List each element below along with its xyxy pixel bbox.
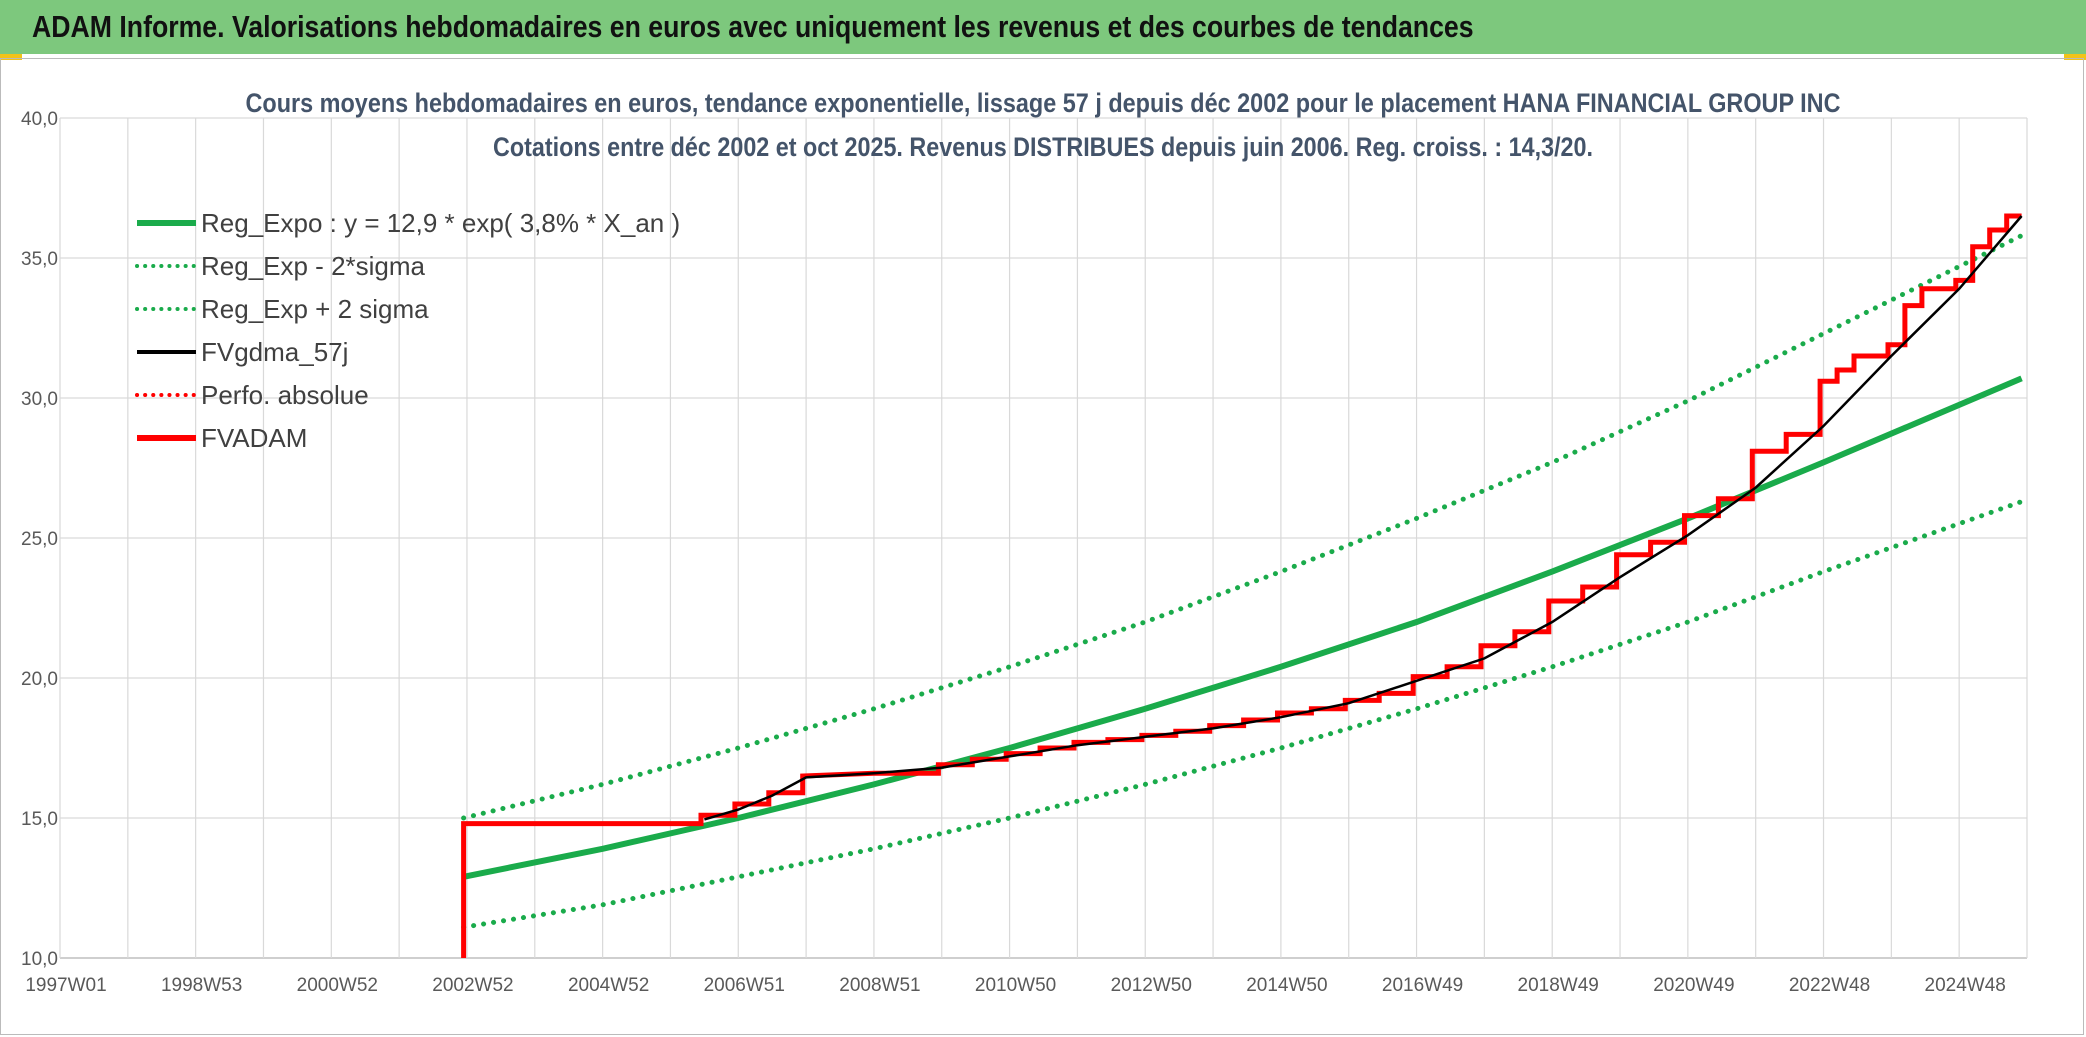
legend-label: FVgdma_57j bbox=[201, 337, 348, 367]
chart-title-line-1: Cours moyens hebdomadaires en euros, ten… bbox=[246, 88, 1841, 118]
x-tick-label: 2006W51 bbox=[704, 975, 785, 996]
x-tick-label: 2000W52 bbox=[297, 975, 378, 996]
x-tick-label: 2022W48 bbox=[1789, 975, 1870, 996]
header-title: ADAM Informe. Valorisations hebdomadaire… bbox=[32, 9, 1474, 44]
legend-label: Perfo. absolue bbox=[201, 380, 369, 410]
x-tick-label: 2012W50 bbox=[1111, 975, 1192, 996]
grid bbox=[59, 117, 2028, 959]
corner-accent-left bbox=[0, 54, 22, 60]
y-tick-label: 15,0 bbox=[21, 809, 58, 830]
x-tick-label: 1997W01 bbox=[25, 975, 106, 996]
y-tick-label: 35,0 bbox=[21, 249, 58, 270]
legend-label: FVADAM bbox=[201, 423, 307, 453]
x-tick-label: 2024W48 bbox=[1925, 975, 2006, 996]
x-tick-label: 2016W49 bbox=[1382, 975, 1463, 996]
series-line-1 bbox=[461, 499, 2025, 930]
x-tick-label: 2018W49 bbox=[1518, 975, 1599, 996]
y-tick-label: 10,0 bbox=[21, 949, 58, 970]
corner-accent-right bbox=[2064, 54, 2086, 60]
legend-label: Reg_Expo : y = 12,9 * exp( 3,8% * X_an ) bbox=[201, 208, 680, 238]
x-tick-label: 2004W52 bbox=[568, 975, 649, 996]
series-layer bbox=[461, 213, 2025, 958]
legend-label: Reg_Exp - 2*sigma bbox=[201, 251, 426, 281]
x-axis: 1997W01 1998W53 2000W52 2002W52 2004W52 2006W… bbox=[25, 975, 2006, 996]
chart-frame bbox=[0, 58, 2084, 1035]
legend: Reg_Expo : y = 12,9 * exp( 3,8% * X_an )… bbox=[135, 208, 680, 453]
series-line-5 bbox=[461, 213, 2022, 958]
series-line-3 bbox=[704, 215, 2023, 821]
chart-title-line-2: Cotations entre déc 2002 et oct 2025. Re… bbox=[493, 132, 1593, 162]
y-tick-label: 30,0 bbox=[21, 389, 58, 410]
x-tick-label: 1998W53 bbox=[161, 975, 242, 996]
series-line-2 bbox=[461, 233, 2025, 821]
x-tick-label: 2008W51 bbox=[839, 975, 920, 996]
y-axis: 10,0 15,0 20,0 25,0 30,0 35,0 40,0 bbox=[21, 109, 58, 970]
legend-label: Reg_Exp + 2 sigma bbox=[201, 294, 429, 324]
y-tick-label: 20,0 bbox=[21, 669, 58, 690]
x-tick-label: 2002W52 bbox=[432, 975, 513, 996]
x-tick-label: 2010W50 bbox=[975, 975, 1056, 996]
header-bar: ADAM Informe. Valorisations hebdomadaire… bbox=[0, 0, 2086, 54]
y-tick-label: 25,0 bbox=[21, 529, 58, 550]
x-tick-label: 2014W50 bbox=[1246, 975, 1327, 996]
x-tick-label: 2020W49 bbox=[1653, 975, 1734, 996]
y-tick-label: 40,0 bbox=[21, 109, 58, 130]
series-line-0 bbox=[463, 375, 2023, 880]
chart-title: Cours moyens hebdomadaires en euros, ten… bbox=[246, 88, 1841, 162]
